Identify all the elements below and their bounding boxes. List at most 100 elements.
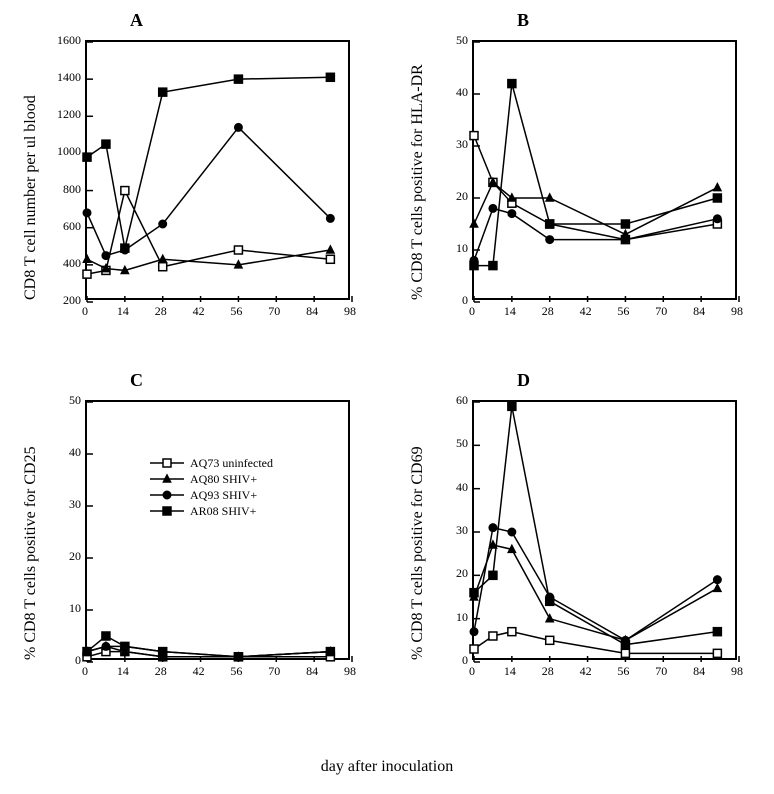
x-tick-label: 98	[727, 304, 747, 319]
series-marker-AQ93	[713, 576, 721, 584]
series-marker-AQ73	[713, 649, 721, 657]
series-line-AQ80	[474, 545, 717, 640]
series-marker-AQ93	[713, 215, 721, 223]
y-tick-label: 1200	[47, 107, 81, 122]
y-axis-label: CD8 T cell number per ul blood	[22, 95, 40, 300]
x-tick-label: 14	[500, 304, 520, 319]
series-marker-AQ73	[159, 263, 167, 271]
legend-swatch-icon	[150, 489, 184, 501]
series-line-AR08	[87, 77, 330, 248]
series-marker-AQ93	[489, 524, 497, 532]
legend-item-AQ93: AQ93 SHIV+	[150, 487, 273, 503]
y-tick-label: 10	[434, 610, 468, 625]
x-tick-label: 84	[302, 664, 322, 679]
legend-label: AQ93 SHIV+	[190, 487, 257, 503]
series-marker-AQ73	[470, 132, 478, 140]
series-marker-AR08	[546, 220, 554, 228]
series-marker-AQ93	[234, 123, 242, 131]
series-marker-AQ93	[326, 214, 334, 222]
y-tick-label: 50	[434, 436, 468, 451]
plot-area	[85, 40, 350, 300]
series-marker-AR08	[489, 262, 497, 270]
y-tick-label: 50	[434, 33, 468, 48]
y-tick-label: 1600	[47, 33, 81, 48]
legend-item-AQ73: AQ73 uninfected	[150, 455, 273, 471]
series-marker-AQ93	[508, 210, 516, 218]
series-marker-AR08	[508, 80, 516, 88]
series-marker-AR08	[159, 648, 167, 656]
x-tick-label: 70	[651, 304, 671, 319]
plot-area	[472, 400, 737, 660]
y-tick-label: 20	[47, 549, 81, 564]
y-tick-label: 40	[47, 445, 81, 460]
x-tick-label: 28	[538, 304, 558, 319]
y-tick-label: 1000	[47, 144, 81, 159]
x-tick-label: 98	[340, 304, 360, 319]
series-marker-AR08	[546, 597, 554, 605]
x-tick-label: 56	[613, 664, 633, 679]
series-marker-AQ80	[713, 183, 721, 191]
series-marker-AR08	[508, 402, 516, 410]
y-tick-label: 20	[434, 566, 468, 581]
x-tick-label: 42	[189, 664, 209, 679]
y-tick-label: 60	[434, 393, 468, 408]
x-tick-label: 56	[613, 304, 633, 319]
series-marker-AR08	[470, 589, 478, 597]
plot-area	[472, 40, 737, 300]
series-marker-AR08	[234, 75, 242, 83]
y-axis-label: % CD8 T cells positive for HLA-DR	[409, 64, 427, 300]
legend-label: AR08 SHIV+	[190, 503, 256, 519]
series-marker-AQ93	[621, 236, 629, 244]
x-axis-label: day after inoculation	[0, 758, 774, 776]
x-tick-label: 70	[264, 664, 284, 679]
series-marker-AR08	[102, 140, 110, 148]
y-tick-label: 0	[434, 653, 468, 668]
legend-swatch-icon	[150, 473, 184, 485]
y-tick-label: 10	[434, 241, 468, 256]
series-marker-AQ80	[713, 584, 721, 592]
series-marker-AQ93	[470, 628, 478, 636]
legend-label: AQ80 SHIV+	[190, 471, 257, 487]
plot-area	[85, 400, 350, 660]
series-marker-AR08	[489, 571, 497, 579]
series-marker-AQ73	[546, 636, 554, 644]
panel-label: B	[517, 10, 529, 31]
plot-svg	[87, 402, 352, 662]
x-tick-label: 84	[302, 304, 322, 319]
series-marker-AQ80	[546, 614, 554, 622]
y-tick-label: 800	[47, 182, 81, 197]
y-tick-label: 0	[47, 653, 81, 668]
panel-D: D % CD8 T cells positive for CD69 0 14 28 42 5…	[387, 360, 774, 720]
y-axis-label: % CD8 T cells positive for CD69	[409, 446, 427, 660]
panel-label: D	[517, 370, 530, 391]
series-marker-AR08	[159, 88, 167, 96]
panel-label: C	[130, 370, 143, 391]
panel-A: ACD8 T cell number per ul blood014284256…	[0, 0, 387, 360]
y-tick-label: 30	[434, 523, 468, 538]
plot-svg	[474, 42, 739, 302]
x-tick-label: 42	[576, 664, 596, 679]
legend-swatch-icon	[150, 457, 184, 469]
y-tick-label: 40	[434, 480, 468, 495]
panel-label: A	[130, 10, 143, 31]
y-tick-label: 30	[47, 497, 81, 512]
series-marker-AQ80	[83, 255, 91, 263]
series-marker-AQ80	[326, 246, 334, 254]
y-tick-label: 1400	[47, 70, 81, 85]
y-tick-label: 40	[434, 85, 468, 100]
x-tick-label: 14	[113, 304, 133, 319]
legend-item-AQ80: AQ80 SHIV+	[150, 471, 273, 487]
series-marker-AQ73	[326, 255, 334, 263]
y-tick-label: 20	[434, 189, 468, 204]
series-marker-AQ73	[470, 645, 478, 653]
x-tick-label: 28	[538, 664, 558, 679]
series-marker-AQ93	[489, 204, 497, 212]
y-tick-label: 400	[47, 256, 81, 271]
panel-C: C% CD8 T cells positive for CD2501428425…	[0, 360, 387, 720]
legend-item-AR08: AR08 SHIV+	[150, 503, 273, 519]
series-marker-AQ93	[508, 528, 516, 536]
series-line-AR08	[474, 84, 717, 266]
x-tick-label: 14	[500, 664, 520, 679]
series-marker-AQ73	[489, 632, 497, 640]
series-marker-AR08	[470, 262, 478, 270]
